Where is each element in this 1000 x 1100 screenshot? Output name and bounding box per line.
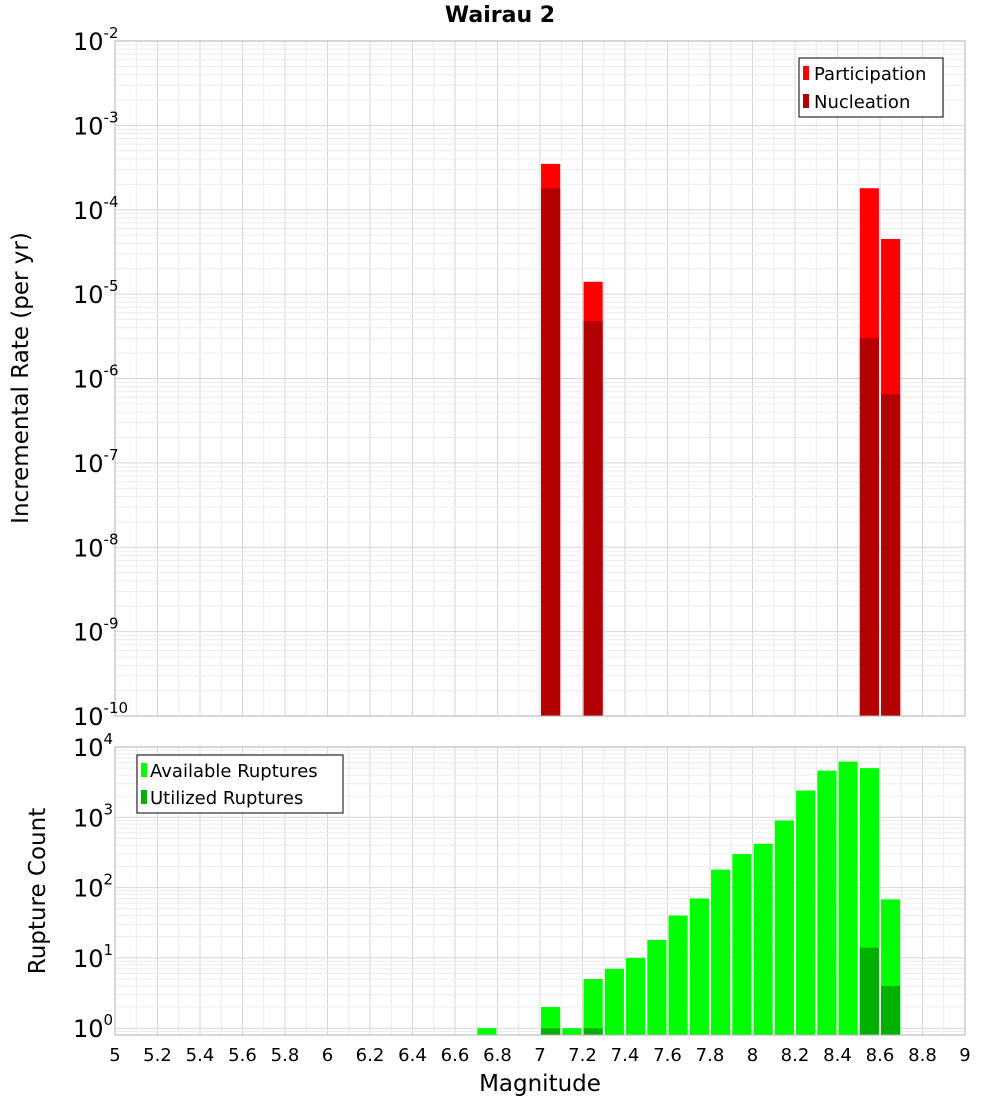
bottom-bar-available-ruptures [774,820,794,1035]
x-tick-label: 6.4 [398,1045,427,1066]
x-tick-label: 8.4 [823,1045,852,1066]
x-tick-label: 6.6 [441,1045,470,1066]
bottom-bar-available-ruptures [753,843,773,1035]
chart-title: Wairau 2 [445,3,555,28]
bottom-y-tick-label: 101 [73,941,113,973]
top-y-tick-label: 10-10 [73,699,128,731]
legend-label-available: Available Ruptures [150,761,318,782]
x-tick-label: 5.8 [271,1045,300,1066]
top-bar-nucleation [859,338,879,716]
x-tick-label: 5.4 [186,1045,215,1066]
bottom-bar-available-ruptures [583,979,603,1035]
x-tick-label: 5.6 [228,1045,257,1066]
bottom-bar-utilized-ruptures [583,1028,603,1035]
bottom-bar-available-ruptures [732,854,752,1035]
legend-swatch-participation [803,66,809,80]
legend-swatch-nucleation [803,94,809,108]
bottom-bar-available-ruptures [711,869,731,1035]
x-tick-label: 7.6 [653,1045,682,1066]
bottom-y-tick-label: 104 [73,730,113,762]
x-tick-label: 6.2 [356,1045,385,1066]
top-y-tick-label: 10-4 [73,193,119,225]
x-tick-label: 8 [747,1045,758,1066]
x-tick-label: 8.6 [866,1045,895,1066]
top-legend: Participation Nucleation [798,57,944,118]
legend-label-participation: Participation [814,64,926,85]
x-tick-label: 5.2 [143,1045,172,1066]
bottom-y-tick-label: 103 [73,800,113,832]
x-tick-label: 9 [959,1045,970,1066]
top-bar-nucleation [583,321,603,716]
bottom-legend: Available Ruptures Utilized Ruptures [136,754,344,814]
x-axis-label: Magnitude [479,1071,601,1097]
bottom-bar-available-ruptures [817,770,837,1035]
bottom-bar-available-ruptures [626,957,646,1035]
x-tick-label: 5 [109,1045,120,1066]
top-plot-bars [541,163,901,717]
x-tick-label: 7 [534,1045,545,1066]
top-y-tick-label: 10-6 [73,362,119,394]
legend-label-nucleation: Nucleation [814,92,910,113]
bottom-y-axis-ticks: 100 101 102 103 104 [73,730,113,1043]
bottom-y-axis-label: Rupture Count [25,808,51,974]
bottom-legend-box [136,754,344,814]
top-y-axis-ticks: 10-10 10-9 10-8 10-7 10-6 10-5 10-4 10-3 10-2 [73,24,128,731]
x-axis-ticks: 5 5.2 5.4 5.6 5.8 6 6.2 6.4 6.6 6.8 7 7.2 7.4 7.6 7.8 8… [109,1045,970,1066]
bottom-plot-bars [477,761,901,1035]
top-y-tick-label: 10-9 [73,615,119,647]
top-plot-grid [114,40,966,717]
x-tick-label: 6.8 [483,1045,512,1066]
legend-swatch-utilized [141,790,147,804]
x-tick-label: 8.2 [781,1045,810,1066]
bottom-bar-available-ruptures [838,761,858,1035]
bottom-bar-available-ruptures [477,1028,497,1035]
top-y-axis-label: Incremental Rate (per yr) [8,232,34,524]
top-y-tick-label: 10-3 [73,108,119,140]
bottom-bar-available-ruptures [647,939,667,1035]
top-bar-nucleation [881,394,901,716]
bottom-bar-available-ruptures [541,1007,561,1035]
top-y-tick-label: 10-7 [73,446,119,478]
bottom-bar-utilized-ruptures [881,985,901,1035]
bottom-y-tick-label: 100 [73,1011,113,1043]
x-tick-label: 6 [322,1045,333,1066]
x-tick-label: 7.2 [568,1045,597,1066]
top-bar-nucleation [541,188,561,717]
x-tick-label: 7.8 [696,1045,725,1066]
legend-label-utilized: Utilized Ruptures [150,788,303,809]
x-tick-label: 7.4 [611,1045,640,1066]
bottom-bar-available-ruptures [796,790,816,1035]
bottom-bar-utilized-ruptures [541,1028,561,1035]
bottom-bar-available-ruptures [689,898,709,1035]
bottom-bar-available-ruptures [562,1028,582,1035]
bottom-y-tick-label: 102 [73,871,113,903]
bottom-bar-available-ruptures [668,915,688,1035]
x-tick-label: 8.8 [908,1045,937,1066]
top-y-tick-label: 10-2 [73,24,119,56]
legend-swatch-available [141,763,147,777]
bottom-bar-available-ruptures [604,968,624,1035]
bottom-bar-utilized-ruptures [859,947,879,1035]
top-y-tick-label: 10-5 [73,277,119,309]
top-y-tick-label: 10-8 [73,530,119,562]
bottom-plot-frame [114,746,966,1036]
top-legend-box [798,57,944,118]
top-plot-frame [114,40,966,717]
